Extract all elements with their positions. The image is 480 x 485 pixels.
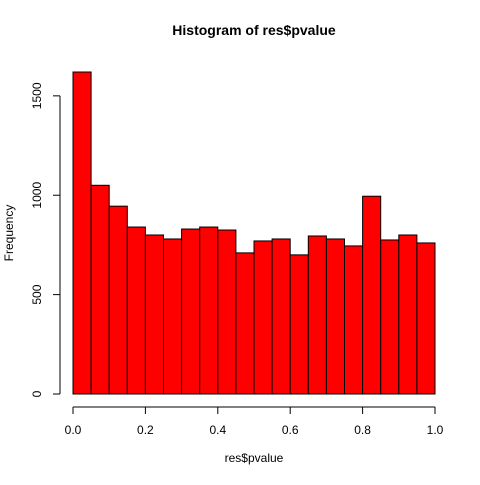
- y-tick-label: 0: [30, 390, 44, 397]
- x-axis: 0.0 0.2 0.4 0.6 0.8 1.0: [65, 406, 444, 437]
- histogram-bar: [380, 239, 400, 395]
- histogram-bar: [416, 242, 436, 395]
- histogram-bar: [289, 254, 309, 395]
- histogram-bar: [253, 240, 273, 395]
- histogram-bar: [126, 226, 146, 395]
- chart-title: Histogram of res$pvalue: [172, 22, 336, 38]
- histogram-bar: [108, 205, 128, 395]
- histogram-bar: [325, 238, 345, 395]
- histogram-bar: [72, 71, 92, 395]
- y-tick-label: 1000: [30, 182, 44, 209]
- histogram-bar: [217, 229, 237, 395]
- histogram-bar: [163, 238, 183, 395]
- y-tick-label: 1500: [30, 82, 44, 109]
- x-axis-label: res$pvalue: [225, 451, 284, 465]
- y-axis: 0 500 1000 1500: [30, 82, 61, 397]
- x-tick-label: 0.6: [282, 423, 299, 437]
- x-tick-label: 0.2: [137, 423, 154, 437]
- y-tick-label: 500: [30, 284, 44, 304]
- histogram-bar: [307, 235, 327, 395]
- y-axis-label: Frequency: [2, 205, 16, 262]
- histogram-bar: [199, 226, 219, 395]
- histogram-bar: [271, 238, 291, 395]
- histogram-bar: [344, 245, 364, 395]
- histogram-bar: [398, 234, 418, 395]
- histogram-bar: [362, 195, 382, 395]
- histogram-bar: [90, 184, 110, 395]
- x-tick-label: 1.0: [427, 423, 444, 437]
- x-tick-label: 0.0: [65, 423, 82, 437]
- histogram-bar: [181, 228, 201, 395]
- bars-group: [72, 71, 436, 395]
- histogram-bar: [144, 234, 164, 395]
- histogram-bar: [235, 252, 255, 395]
- x-tick-label: 0.4: [209, 423, 226, 437]
- x-tick-label: 0.8: [354, 423, 371, 437]
